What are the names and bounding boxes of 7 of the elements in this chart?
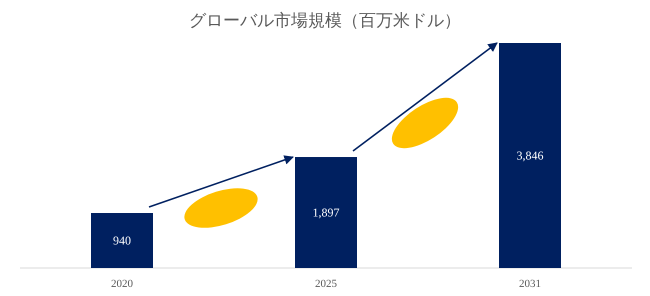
x-tick-label: 2020 [111, 278, 134, 290]
data-label: 1,897 [312, 206, 340, 220]
x-tick-label: 2025 [315, 278, 338, 290]
data-label: 940 [113, 234, 131, 248]
chart-title: グローバル市場規模（百万米ドル） [189, 11, 461, 30]
data-label: 3,846 [516, 148, 544, 162]
x-tick-label: 2031 [519, 278, 541, 290]
